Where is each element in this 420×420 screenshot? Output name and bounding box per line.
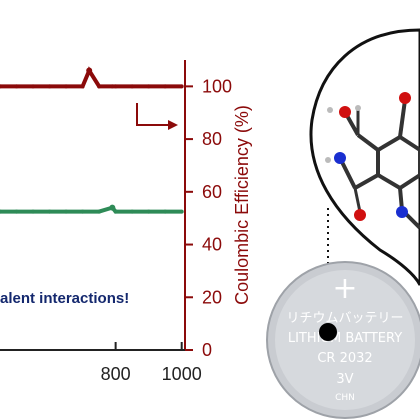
battery-text-lithium: LITHIUM BATTERY bbox=[288, 331, 402, 346]
y-tick-label: 40 bbox=[202, 235, 222, 255]
oxygen-atom bbox=[354, 209, 366, 221]
right-y-axis-ticks: 0 20 40 60 80 100 bbox=[185, 76, 232, 360]
data-point bbox=[80, 209, 85, 214]
hydrogen-atom bbox=[355, 105, 361, 111]
series-layer bbox=[0, 66, 184, 214]
coin-battery: + リチウムバッテリー LITHIUM BATTERY CR 2032 3V C… bbox=[266, 261, 420, 419]
y-tick-label: 80 bbox=[202, 129, 222, 149]
data-point bbox=[163, 84, 168, 89]
data-point bbox=[146, 209, 151, 214]
x-tick-label: 1000 bbox=[162, 364, 202, 384]
right-y-axis-title: Coulombic Efficiency (%) bbox=[232, 105, 252, 305]
data-point bbox=[146, 84, 151, 89]
series-line bbox=[0, 205, 182, 214]
data-point bbox=[64, 209, 69, 214]
right-axis-arrow bbox=[136, 103, 178, 130]
data-point bbox=[179, 209, 184, 214]
battery-text-jp: リチウムバッテリー bbox=[286, 311, 403, 326]
x-tick-label: 800 bbox=[101, 364, 131, 384]
data-point bbox=[113, 84, 118, 89]
data-point bbox=[110, 84, 115, 89]
oxygen-atom bbox=[399, 92, 411, 104]
hydrogen-atom bbox=[327, 107, 333, 113]
data-point bbox=[163, 209, 168, 214]
oxygen-atom bbox=[339, 106, 351, 118]
data-point bbox=[80, 84, 85, 89]
plus-symbol: + bbox=[332, 271, 357, 306]
data-point bbox=[179, 84, 184, 89]
data-point bbox=[97, 84, 102, 89]
data-point bbox=[109, 204, 116, 211]
y-tick-label: 0 bbox=[202, 340, 212, 360]
data-point bbox=[113, 209, 118, 214]
nitrogen-atom bbox=[396, 206, 408, 218]
x-axis-ticks: 800 1000 bbox=[101, 342, 202, 384]
data-point bbox=[14, 209, 19, 214]
data-point bbox=[47, 84, 52, 89]
data-point bbox=[64, 84, 69, 89]
battery-text-origin: CHN bbox=[335, 393, 355, 403]
data-point bbox=[130, 209, 135, 214]
data-point bbox=[14, 84, 19, 89]
series-line bbox=[0, 66, 182, 89]
data-point bbox=[97, 209, 102, 214]
data-point bbox=[47, 209, 52, 214]
molecule-bubble bbox=[309, 28, 420, 286]
battery-focus-dot bbox=[319, 323, 337, 341]
data-point bbox=[86, 67, 93, 74]
hydrogen-atom bbox=[325, 157, 331, 163]
data-point bbox=[0, 209, 2, 214]
y-tick-label: 60 bbox=[202, 182, 222, 202]
y-tick-label: 20 bbox=[202, 287, 222, 307]
data-point bbox=[130, 84, 135, 89]
battery-text-voltage: 3V bbox=[336, 372, 353, 387]
annotation-text: alent interactions! bbox=[0, 290, 129, 307]
data-point bbox=[0, 84, 2, 89]
y-tick-label: 100 bbox=[202, 76, 232, 96]
battery-text-model: CR 2032 bbox=[317, 351, 372, 366]
nitrogen-atom bbox=[334, 152, 346, 164]
data-point bbox=[31, 84, 36, 89]
data-point bbox=[31, 209, 36, 214]
